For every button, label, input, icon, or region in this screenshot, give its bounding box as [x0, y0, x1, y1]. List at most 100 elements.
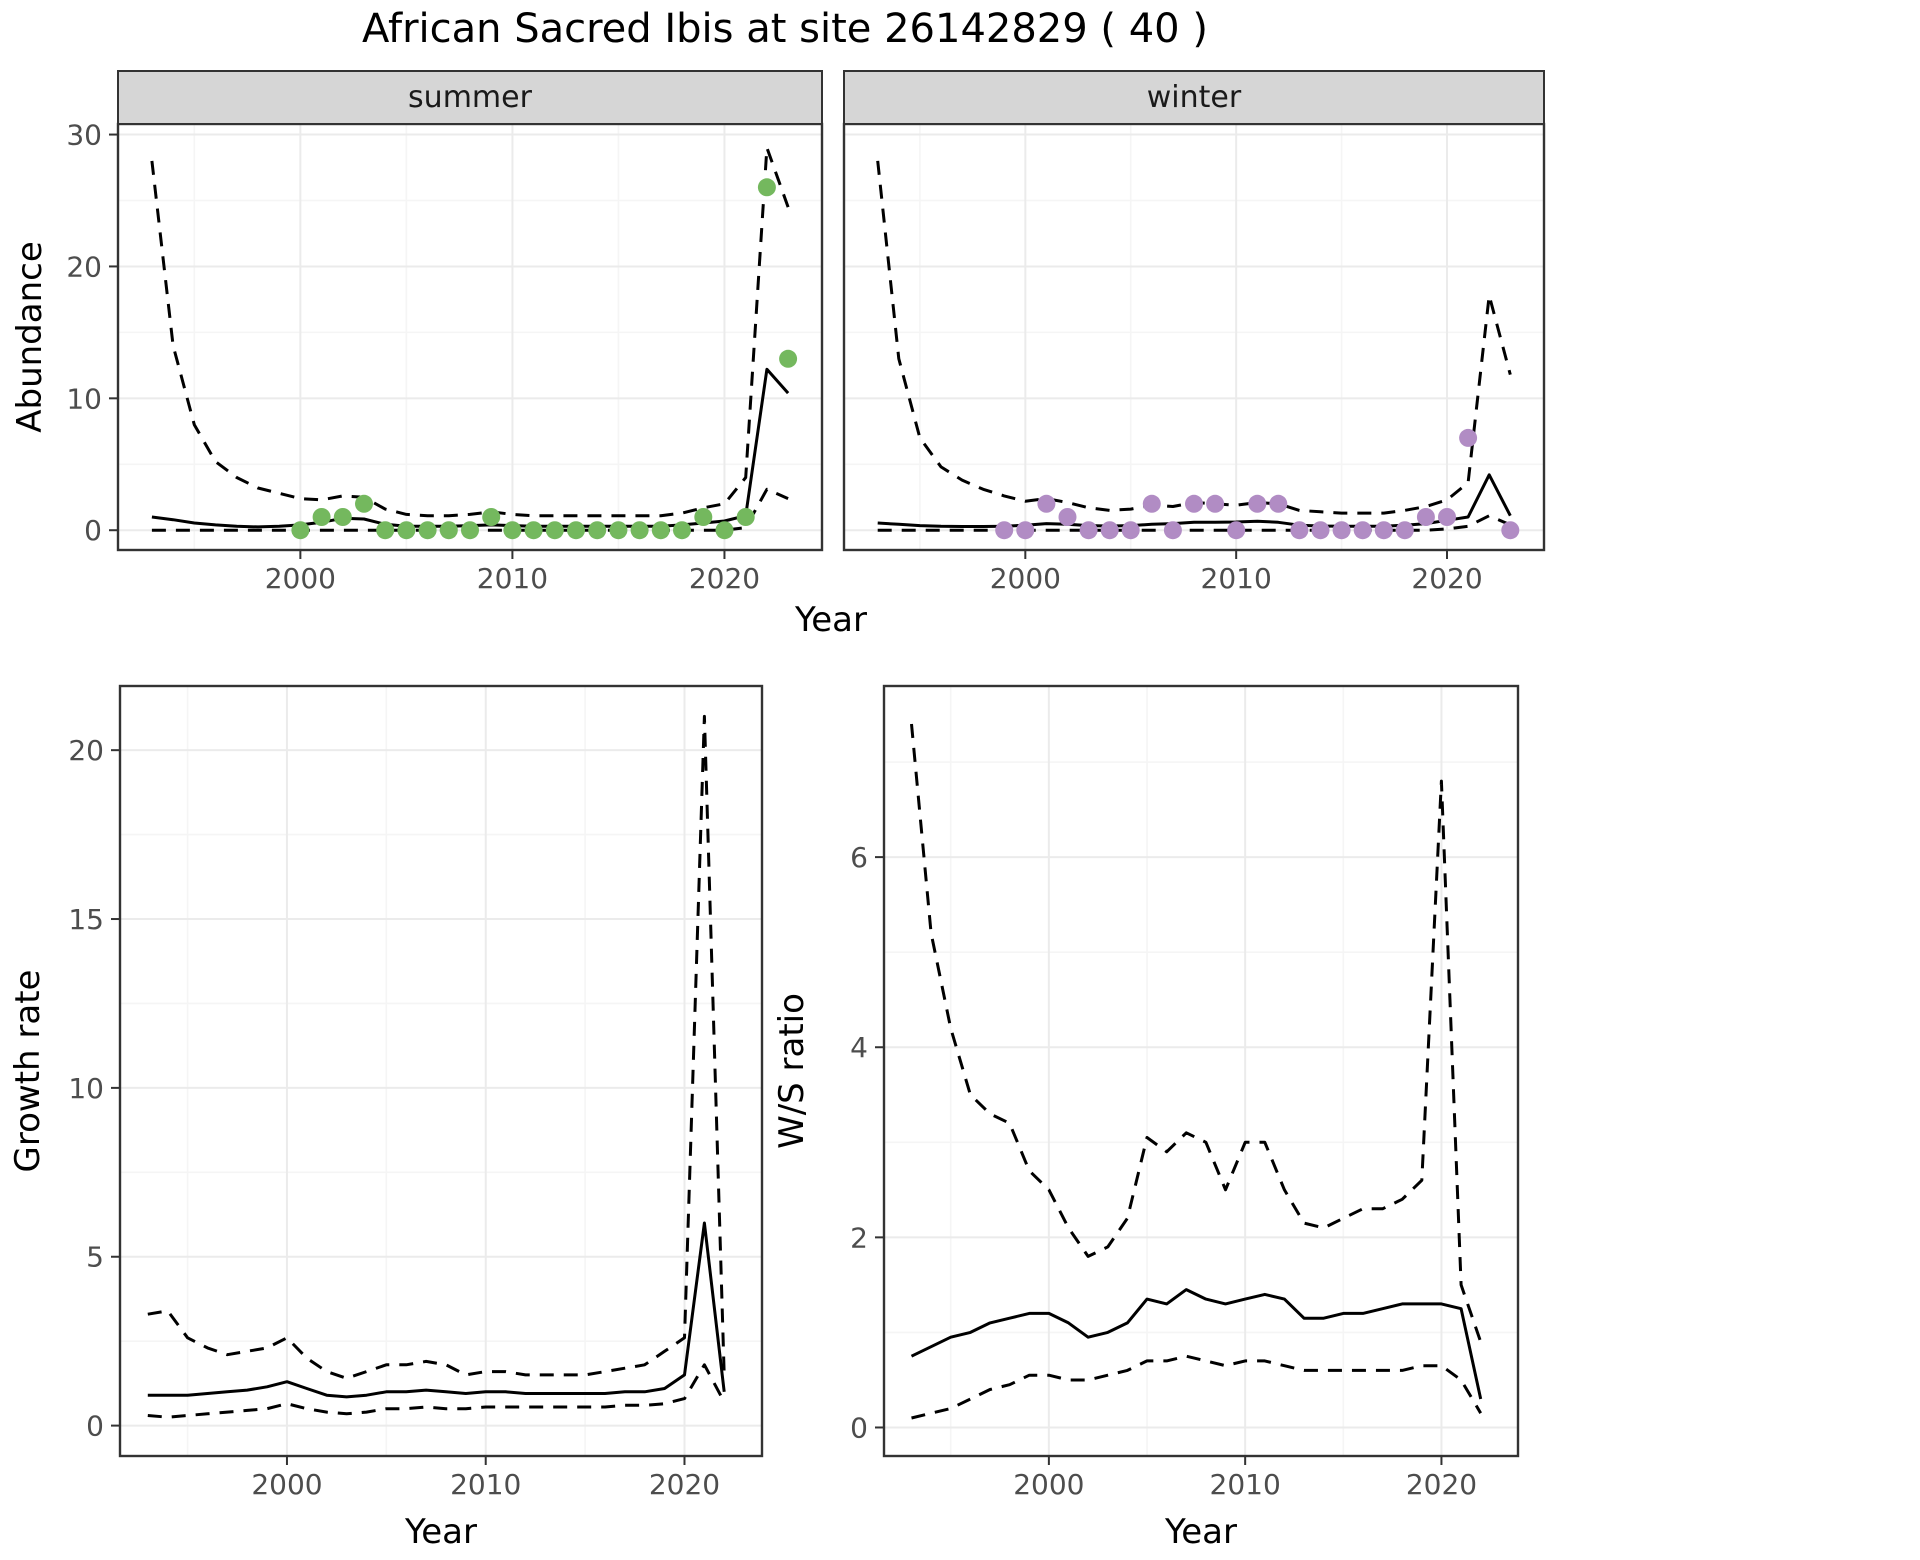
- data-point: [1290, 521, 1309, 540]
- data-point: [1206, 494, 1225, 513]
- data-point: [312, 508, 331, 526]
- panel-border: [118, 684, 764, 1458]
- y-tick-label: 6: [850, 841, 868, 874]
- x-tick-label: 2020: [1411, 562, 1482, 595]
- y-tick-label: 2: [850, 1221, 868, 1254]
- axis-tick-marks: [875, 856, 1443, 1465]
- ws-ratio-panel: 2000 2010 2020 0 2 4 6: [850, 684, 1520, 1501]
- growth-rate-axis-title: Growth rate: [8, 969, 48, 1173]
- figure-title: African Sacred Ibis at site 26142829 ( 4…: [362, 6, 1208, 52]
- data-point: [418, 521, 437, 540]
- panel-background: [120, 686, 762, 1456]
- axis-tick-marks: [109, 133, 726, 559]
- major-gridlines: [120, 686, 762, 1456]
- y-tick-label: 4: [850, 1031, 868, 1064]
- data-point: [1142, 494, 1161, 513]
- data-point: [1269, 494, 1288, 513]
- data-point: [1374, 521, 1393, 540]
- panel-border: [882, 684, 1520, 1458]
- tick-labels: 2000 2010 2020 0 5 10 15 20: [68, 734, 720, 1501]
- y-tick-label: 15: [68, 903, 104, 936]
- lower-ci-line: [911, 1354, 1482, 1420]
- data-point: [736, 508, 755, 526]
- upper-ci-line: [150, 146, 790, 518]
- y-tick-label: 10: [66, 382, 102, 415]
- abundance-axis-title: Abundance: [10, 241, 50, 433]
- data-point: [1163, 521, 1182, 540]
- observed-counts-summer: [291, 178, 798, 540]
- upper-ci-line: [147, 714, 726, 1380]
- data-point: [545, 521, 564, 540]
- data-point: [1395, 521, 1414, 540]
- minor-gridlines: [118, 124, 822, 550]
- data-point: [1501, 521, 1520, 540]
- data-point: [1185, 494, 1203, 513]
- data-point: [1248, 494, 1267, 513]
- data-point: [1227, 521, 1246, 540]
- data-point: [333, 508, 352, 526]
- data-point: [1353, 521, 1372, 540]
- minor-gridlines: [884, 686, 1518, 1456]
- data-point: [1121, 521, 1140, 540]
- fit-line: [910, 1288, 1483, 1400]
- data-point: [651, 521, 670, 540]
- data-point: [630, 521, 649, 540]
- ws-year-axis-title: Year: [1165, 1512, 1237, 1552]
- top-year-axis-title: Year: [795, 600, 867, 640]
- minor-gridlines: [120, 686, 762, 1456]
- winter-abundance-panel: 2000 2010 2020 winter: [842, 70, 1546, 595]
- growth-year-axis-title: Year: [405, 1512, 477, 1552]
- data-point: [1459, 428, 1478, 447]
- y-tick-label: 10: [68, 1072, 104, 1105]
- x-tick-label: 2010: [1201, 562, 1272, 595]
- x-tick-label: 2010: [450, 1468, 521, 1501]
- panel-background: [884, 686, 1518, 1456]
- y-tick-label: 20: [66, 250, 102, 283]
- x-tick-label: 2000: [1013, 1468, 1084, 1501]
- data-point: [567, 521, 585, 540]
- data-point: [588, 521, 607, 540]
- data-point: [461, 521, 479, 540]
- facet-strip-label: winter: [1147, 80, 1242, 115]
- minor-gridlines: [844, 124, 1544, 550]
- y-tick-label: 5: [86, 1241, 104, 1274]
- y-tick-label: 20: [68, 734, 104, 767]
- y-tick-label: 0: [86, 1410, 104, 1443]
- x-tick-label: 2000: [251, 1468, 322, 1501]
- data-point: [609, 521, 628, 540]
- data-point: [1311, 521, 1330, 540]
- panel-background: [844, 124, 1544, 550]
- data-point: [1079, 521, 1098, 540]
- x-tick-label: 2000: [990, 562, 1061, 595]
- data-point: [1037, 494, 1056, 513]
- data-point: [1332, 521, 1351, 540]
- panel-background: [118, 124, 822, 550]
- data-point: [291, 521, 310, 540]
- x-tick-label: 2020: [649, 1468, 720, 1501]
- summer-abundance-panel: 2000 2010 2020 0 10 20 30 summer: [66, 70, 824, 595]
- data-point: [779, 349, 798, 368]
- data-point: [715, 521, 734, 540]
- lower-ci-line: [877, 514, 1511, 532]
- x-tick-label: 2010: [477, 562, 548, 595]
- tick-labels: 2000 2010 2020: [990, 562, 1483, 595]
- tick-labels: 2000 2010 2020 0 10 20 30: [66, 119, 760, 595]
- y-tick-label: 0: [850, 1411, 868, 1444]
- data-point: [1058, 508, 1077, 526]
- data-point: [439, 521, 458, 540]
- axis-tick-marks: [111, 749, 686, 1465]
- data-point: [503, 521, 522, 540]
- data-point: [524, 521, 543, 540]
- data-point: [995, 521, 1014, 540]
- data-point: [1416, 508, 1435, 526]
- data-point: [355, 494, 373, 513]
- facet-strip-label: summer: [408, 80, 533, 115]
- data-point: [376, 521, 395, 540]
- data-point: [673, 521, 691, 540]
- data-point: [757, 178, 776, 197]
- data-point: [694, 508, 713, 526]
- x-tick-label: 2010: [1210, 1468, 1281, 1501]
- lower-ci-line: [147, 1363, 726, 1419]
- facet-strip: [843, 70, 1545, 125]
- data-point: [1100, 521, 1119, 540]
